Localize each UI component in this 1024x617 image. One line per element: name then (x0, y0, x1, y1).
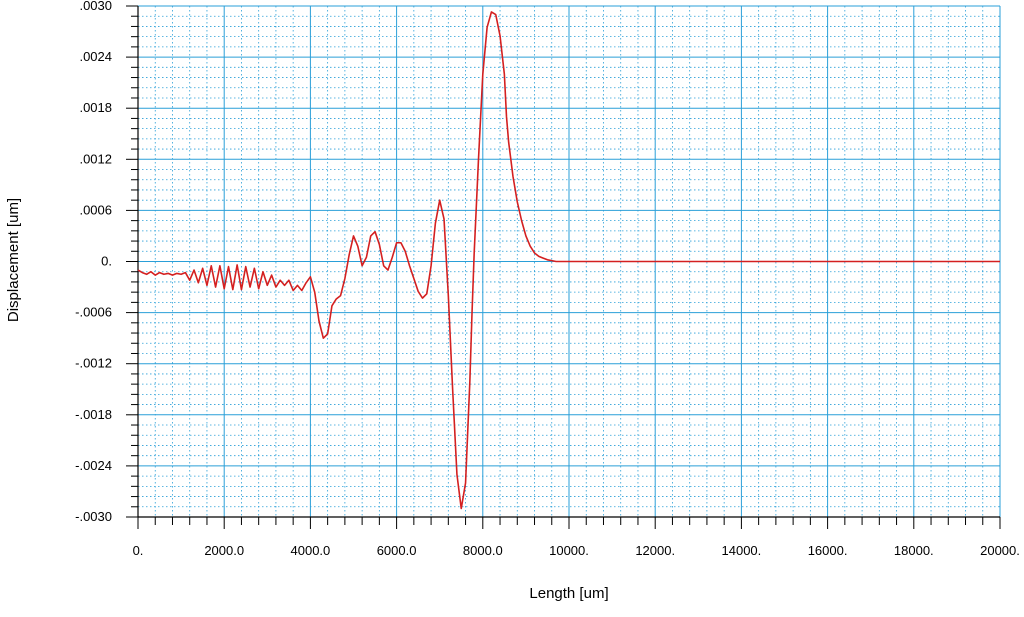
y-tick-label: -.0030 (75, 509, 112, 524)
x-tick-label: 20000. (980, 543, 1020, 558)
y-tick-label: .0030 (79, 0, 112, 13)
x-axis-title: Length [um] (529, 585, 608, 602)
series-layer (137, 11, 1000, 510)
x-tick-label: 14000. (722, 543, 762, 558)
x-tick-label: 16000. (808, 543, 848, 558)
y-tick-label: 0. (101, 254, 112, 269)
minor-grid (138, 6, 1000, 517)
x-tick-label: 8000.0 (463, 543, 503, 558)
x-tick-label: 4000.0 (291, 543, 331, 558)
y-axis-title: Displacement [um] (5, 198, 22, 322)
y-axis-ticks: .0030 .0024 .0018 .0012 .0006 0. -.0006 -.0012 -… (75, 0, 138, 524)
y-tick-label: .0024 (79, 49, 112, 64)
x-axis-ticks: 0. 2000.0 4000.0 6000.0 8000.0 10000. 12000. 14… (133, 517, 1020, 558)
x-tick-label: 0. (133, 543, 144, 558)
x-tick-label: 12000. (635, 543, 675, 558)
y-tick-label: .0018 (79, 100, 112, 115)
y-tick-label: -.0012 (75, 356, 112, 371)
x-tick-label: 2000.0 (204, 543, 244, 558)
y-tick-label: -.0018 (75, 407, 112, 422)
x-tick-label: 10000. (549, 543, 589, 558)
series-line-0 (137, 11, 1000, 510)
y-tick-label: -.0024 (75, 458, 112, 473)
y-tick-label: .0006 (79, 202, 112, 217)
y-tick-label: -.0006 (75, 305, 112, 320)
x-tick-label: 18000. (894, 543, 934, 558)
y-tick-label: .0012 (79, 151, 112, 166)
x-tick-label: 6000.0 (377, 543, 417, 558)
